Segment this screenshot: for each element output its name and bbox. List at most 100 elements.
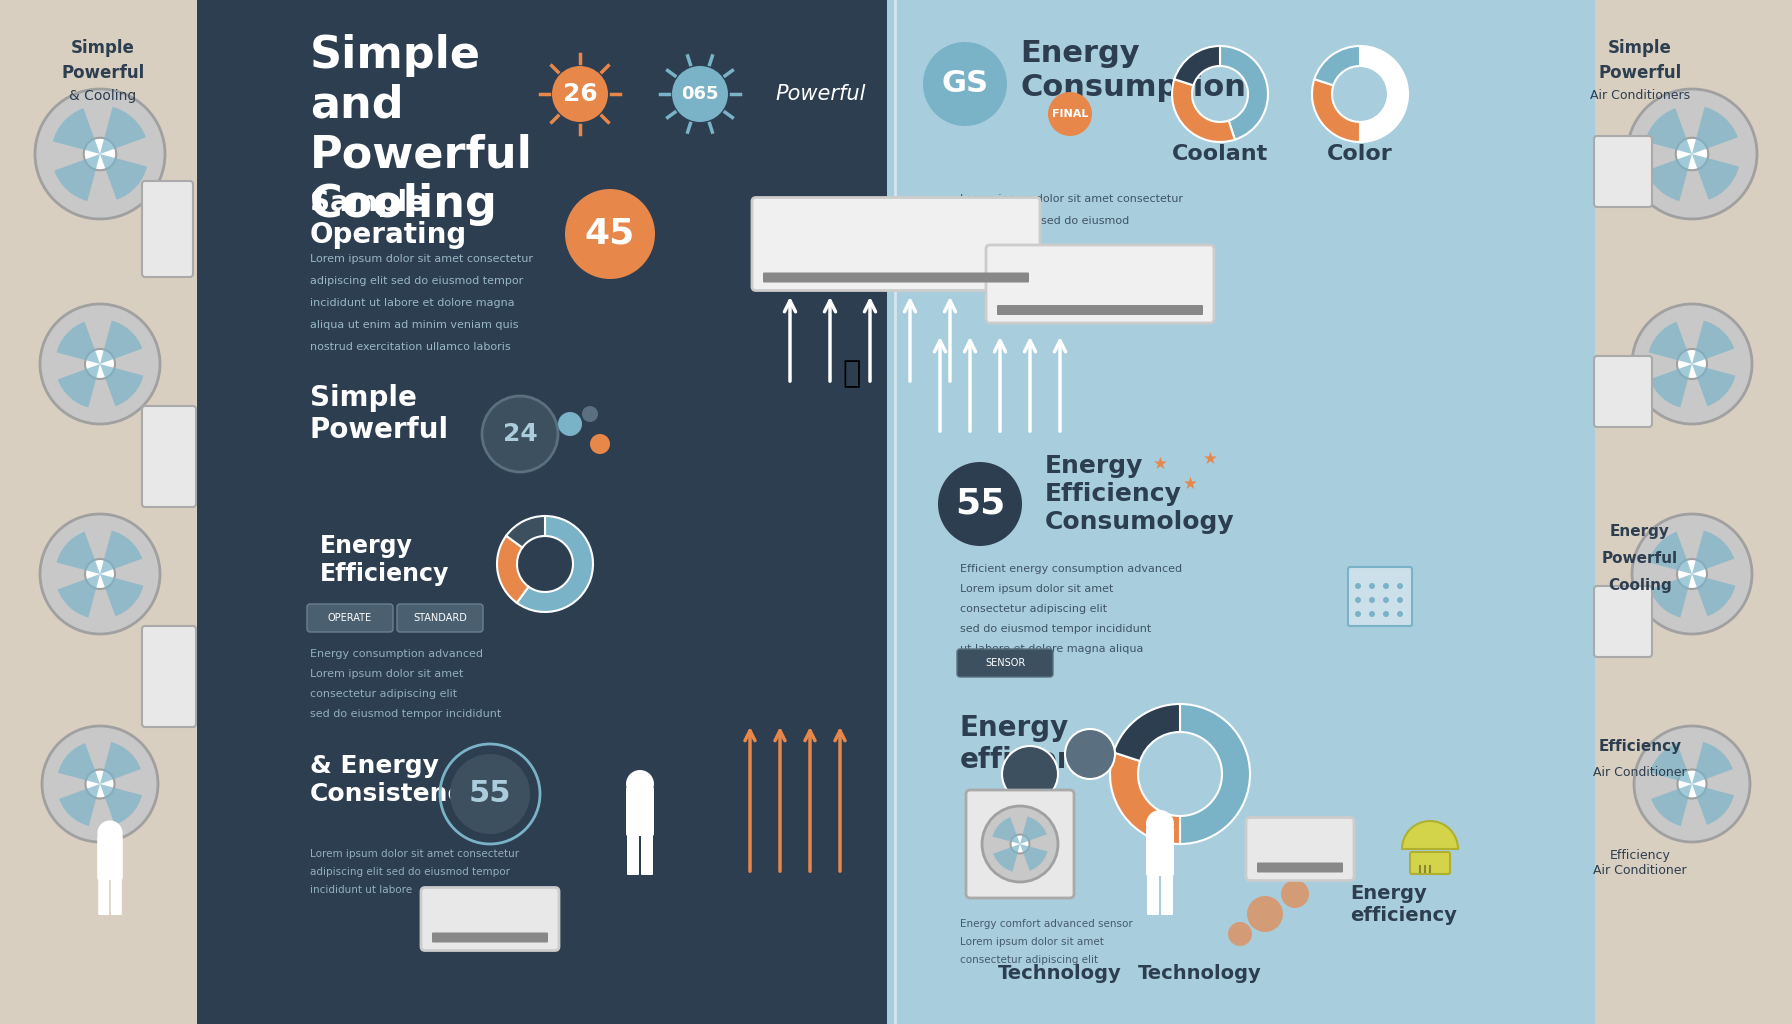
Wedge shape xyxy=(57,574,100,617)
FancyBboxPatch shape xyxy=(966,790,1073,898)
Wedge shape xyxy=(1020,844,1048,870)
FancyBboxPatch shape xyxy=(0,0,204,1024)
Text: Technology: Technology xyxy=(1138,964,1262,983)
Text: sed do eiusmod tempor incididunt: sed do eiusmod tempor incididunt xyxy=(310,709,502,719)
Wedge shape xyxy=(1692,154,1738,200)
FancyBboxPatch shape xyxy=(996,305,1202,315)
Wedge shape xyxy=(1360,46,1409,142)
Text: Coolant: Coolant xyxy=(1172,144,1269,164)
Text: ★: ★ xyxy=(1152,455,1167,473)
Circle shape xyxy=(84,349,115,379)
Text: Technology: Technology xyxy=(998,964,1122,983)
FancyBboxPatch shape xyxy=(142,181,194,278)
Text: Simple
Powerful: Simple Powerful xyxy=(310,384,450,444)
FancyBboxPatch shape xyxy=(957,649,1054,677)
Text: Powerful: Powerful xyxy=(61,63,145,82)
Circle shape xyxy=(1634,726,1751,842)
Text: GS: GS xyxy=(941,70,989,98)
Wedge shape xyxy=(1692,742,1733,784)
FancyBboxPatch shape xyxy=(627,831,640,874)
Wedge shape xyxy=(1650,364,1692,408)
Wedge shape xyxy=(54,109,100,154)
FancyBboxPatch shape xyxy=(1161,871,1174,915)
Wedge shape xyxy=(1220,46,1269,139)
Circle shape xyxy=(1228,922,1253,946)
Circle shape xyxy=(1633,304,1753,424)
Text: 55: 55 xyxy=(470,779,511,809)
Text: adipiscing elit sed do eiusmod tempor: adipiscing elit sed do eiusmod tempor xyxy=(310,867,511,877)
Wedge shape xyxy=(1174,46,1220,85)
Circle shape xyxy=(1048,92,1091,136)
Text: STANDARD: STANDARD xyxy=(414,613,468,623)
Circle shape xyxy=(1369,611,1374,617)
Wedge shape xyxy=(100,574,143,616)
Text: incididunt ut labore: incididunt ut labore xyxy=(310,885,412,895)
Wedge shape xyxy=(993,844,1020,871)
Text: Lorem ipsum dolor sit amet: Lorem ipsum dolor sit amet xyxy=(310,669,464,679)
Text: 55: 55 xyxy=(955,487,1005,521)
Text: sed do eiusmod tempor incididunt: sed do eiusmod tempor incididunt xyxy=(961,624,1150,634)
Circle shape xyxy=(1383,597,1389,603)
FancyBboxPatch shape xyxy=(142,626,195,727)
Text: Simple: Simple xyxy=(72,39,134,57)
FancyBboxPatch shape xyxy=(197,0,903,1024)
Text: 45: 45 xyxy=(584,217,634,251)
Circle shape xyxy=(1676,138,1708,170)
Text: 065: 065 xyxy=(681,85,719,103)
Wedge shape xyxy=(1649,531,1692,574)
Text: Powerful: Powerful xyxy=(774,84,866,104)
Text: Energy comfort advanced sensor: Energy comfort advanced sensor xyxy=(961,919,1133,929)
Text: Energy
efficiency: Energy efficiency xyxy=(961,714,1113,774)
Circle shape xyxy=(1633,514,1753,634)
Wedge shape xyxy=(1692,321,1735,364)
Text: FINAL: FINAL xyxy=(1052,109,1088,119)
Circle shape xyxy=(557,412,582,436)
FancyBboxPatch shape xyxy=(1348,567,1412,626)
Wedge shape xyxy=(57,531,100,574)
Text: Lorem ipsum dolor sit amet consectetur: Lorem ipsum dolor sit amet consectetur xyxy=(961,194,1183,204)
Wedge shape xyxy=(1647,154,1692,201)
FancyBboxPatch shape xyxy=(1595,356,1652,427)
Wedge shape xyxy=(100,106,145,154)
Circle shape xyxy=(1383,611,1389,617)
Text: Lorem ipsum dolor sit amet: Lorem ipsum dolor sit amet xyxy=(961,937,1104,947)
Circle shape xyxy=(36,89,165,219)
Text: aliqua ut enim ad minim veniam quis: aliqua ut enim ad minim veniam quis xyxy=(310,319,518,330)
FancyBboxPatch shape xyxy=(763,272,1029,283)
FancyBboxPatch shape xyxy=(1595,136,1652,207)
Text: OPERATE: OPERATE xyxy=(328,613,373,623)
Circle shape xyxy=(672,66,728,122)
FancyBboxPatch shape xyxy=(398,604,484,632)
Text: Color: Color xyxy=(1328,144,1392,164)
Text: Lorem ipsum dolor sit amet consectetur: Lorem ipsum dolor sit amet consectetur xyxy=(310,254,532,264)
FancyBboxPatch shape xyxy=(421,888,559,950)
Wedge shape xyxy=(100,364,143,407)
Wedge shape xyxy=(1312,79,1360,142)
Text: Efficiency
Air Conditioner: Efficiency Air Conditioner xyxy=(1593,849,1686,877)
Wedge shape xyxy=(1692,784,1735,825)
Text: Energy: Energy xyxy=(1609,524,1670,539)
Circle shape xyxy=(1398,611,1403,617)
Wedge shape xyxy=(993,817,1020,844)
Text: Efficient energy consumption advanced: Efficient energy consumption advanced xyxy=(961,564,1183,574)
Text: & Energy
Consistency: & Energy Consistency xyxy=(310,754,480,806)
Circle shape xyxy=(41,726,158,842)
Circle shape xyxy=(590,434,609,454)
Text: ★: ★ xyxy=(1183,475,1197,493)
Circle shape xyxy=(482,396,557,472)
FancyBboxPatch shape xyxy=(1256,862,1342,872)
Circle shape xyxy=(1355,597,1360,603)
Text: Energy
efficiency: Energy efficiency xyxy=(1349,884,1457,925)
Circle shape xyxy=(1677,769,1706,799)
Wedge shape xyxy=(1172,79,1235,142)
FancyBboxPatch shape xyxy=(642,831,652,874)
Text: Lorem ipsum dolor sit amet consectetur: Lorem ipsum dolor sit amet consectetur xyxy=(310,849,520,859)
FancyBboxPatch shape xyxy=(1147,827,1174,876)
FancyBboxPatch shape xyxy=(142,406,195,507)
Circle shape xyxy=(1064,729,1115,779)
Circle shape xyxy=(982,806,1057,882)
Text: Simple
and
Powerful
Cooling: Simple and Powerful Cooling xyxy=(310,34,532,226)
Circle shape xyxy=(625,770,654,798)
Circle shape xyxy=(450,754,530,834)
Wedge shape xyxy=(100,742,142,784)
